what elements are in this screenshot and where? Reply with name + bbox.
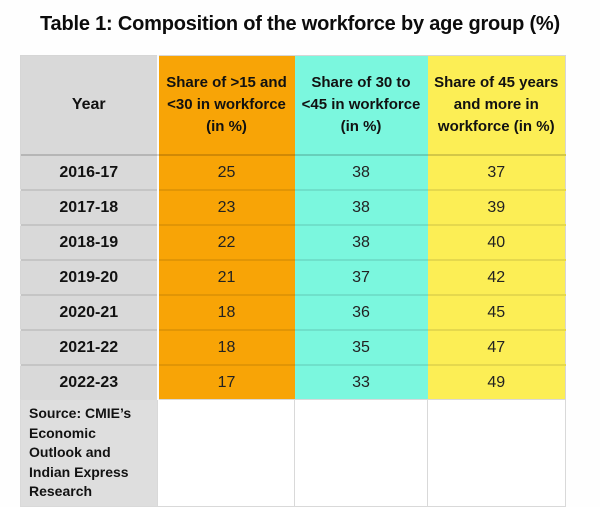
value-cell: 21: [157, 259, 295, 295]
value-cell: 36: [294, 294, 428, 330]
empty-cell: [294, 399, 428, 507]
year-cell: 2017-18: [20, 189, 159, 225]
header-row: Year Share of >15 and <30 in workforce (…: [20, 55, 566, 156]
value-cell: 37: [294, 259, 428, 295]
header-age-45-plus: Share of 45 years and more in workforce …: [427, 55, 566, 156]
value-cell: 42: [427, 259, 566, 295]
empty-cell: [157, 399, 295, 507]
year-cell: 2016-17: [20, 154, 159, 190]
value-cell: 18: [157, 294, 295, 330]
value-cell: 38: [294, 154, 428, 190]
table-title: Table 1: Composition of the workforce by…: [40, 13, 560, 35]
table-row-2022-23: 2022-23 17 33 49: [20, 364, 566, 400]
value-cell: 40: [427, 224, 566, 260]
table-row-2016-17: 2016-17 25 38 37: [20, 154, 566, 190]
value-cell: 23: [157, 189, 295, 225]
year-cell: 2018-19: [20, 224, 159, 260]
table-row-2019-20: 2019-20 21 37 42: [20, 259, 566, 295]
header-age-15-30: Share of >15 and <30 in workforce (in %): [157, 55, 295, 156]
workforce-composition-table: Year Share of >15 and <30 in workforce (…: [20, 55, 566, 507]
header-year: Year: [20, 55, 159, 156]
value-cell: 38: [294, 189, 428, 225]
value-cell: 35: [294, 329, 428, 365]
value-cell: 45: [427, 294, 566, 330]
year-cell: 2020-21: [20, 294, 159, 330]
year-cell: 2019-20: [20, 259, 159, 295]
table-row-2021-22: 2021-22 18 35 47: [20, 329, 566, 365]
value-cell: 18: [157, 329, 295, 365]
value-cell: 39: [427, 189, 566, 225]
value-cell: 25: [157, 154, 295, 190]
value-cell: 38: [294, 224, 428, 260]
empty-cell: [427, 399, 566, 507]
value-cell: 37: [427, 154, 566, 190]
value-cell: 47: [427, 329, 566, 365]
value-cell: 22: [157, 224, 295, 260]
table-row-2020-21: 2020-21 18 36 45: [20, 294, 566, 330]
table-row-2018-19: 2018-19 22 38 40: [20, 224, 566, 260]
value-cell: 33: [294, 364, 428, 400]
source-row: Source: CMIE’s Economic Outlook and Indi…: [20, 399, 566, 507]
table-row-2017-18: 2017-18 23 38 39: [20, 189, 566, 225]
header-age-30-45: Share of 30 to <45 in workforce (in %): [294, 55, 428, 156]
source-note: Source: CMIE’s Economic Outlook and Indi…: [20, 399, 158, 507]
year-cell: 2021-22: [20, 329, 159, 365]
value-cell: 17: [157, 364, 295, 400]
year-cell: 2022-23: [20, 364, 159, 400]
value-cell: 49: [427, 364, 566, 400]
